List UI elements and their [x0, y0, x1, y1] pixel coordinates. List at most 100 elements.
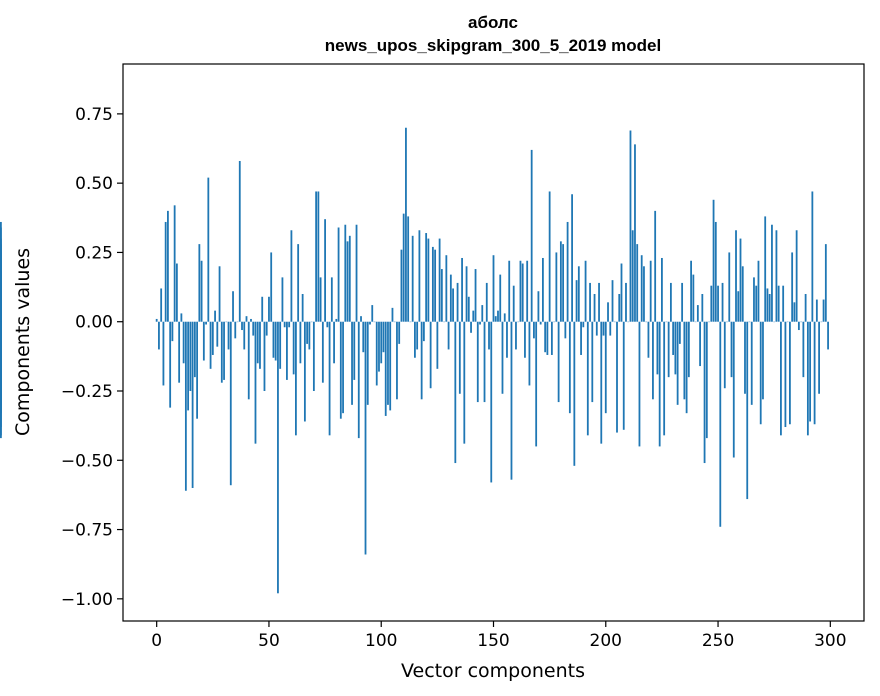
bar [492, 255, 495, 322]
bar [178, 321, 181, 383]
bar [326, 321, 329, 328]
bar [582, 321, 585, 328]
bar [418, 230, 421, 322]
bar [813, 321, 816, 425]
bar [422, 321, 425, 342]
bar [440, 269, 443, 322]
bar [755, 285, 758, 322]
bar [317, 191, 320, 322]
bar [207, 177, 210, 322]
y-tick-label: −0.25 [61, 382, 113, 402]
bar [362, 321, 365, 353]
bar [631, 230, 634, 322]
bar [387, 321, 389, 405]
bar [510, 321, 513, 480]
x-axis-label: Vector components [401, 660, 585, 682]
x-tick-label: 300 [814, 631, 846, 651]
bar [335, 318, 338, 322]
bar [191, 321, 194, 488]
bar [256, 321, 259, 364]
bar [636, 244, 639, 322]
bar [584, 260, 587, 322]
bar [456, 282, 459, 322]
bar [290, 230, 293, 322]
bar [643, 266, 645, 322]
bar [252, 321, 255, 336]
bar [775, 230, 778, 322]
bar [795, 230, 798, 322]
bar [407, 216, 410, 322]
bar [348, 235, 351, 322]
x-axis: 0 50 100 150 200 250 300 [151, 621, 847, 651]
bar [297, 244, 300, 322]
bar [719, 321, 722, 527]
bar [663, 321, 666, 436]
bar [762, 321, 764, 400]
bar [699, 321, 701, 367]
bar [431, 246, 434, 322]
bar [528, 321, 531, 386]
bar [652, 321, 654, 400]
bar [577, 266, 580, 322]
bar [685, 321, 688, 414]
bar [391, 307, 394, 322]
bar [669, 282, 672, 322]
bar [458, 321, 461, 394]
bar [200, 260, 203, 322]
bar [312, 321, 315, 391]
bar [378, 321, 380, 372]
bar [288, 321, 291, 328]
bar [279, 321, 282, 369]
bar [732, 321, 735, 458]
bar [656, 321, 659, 375]
x-tick-label: 50 [258, 631, 280, 651]
bar [548, 191, 551, 322]
x-tick-label: 0 [151, 631, 162, 651]
bar [301, 294, 304, 322]
bar [512, 285, 515, 322]
bar [330, 277, 333, 322]
bar [571, 194, 573, 322]
bar [490, 321, 493, 483]
y-tick-label: 0.00 [75, 313, 113, 333]
bar [184, 321, 187, 491]
bar [667, 321, 670, 378]
bar [281, 277, 284, 322]
bar [211, 321, 214, 355]
bar [396, 321, 398, 400]
bar [526, 260, 529, 322]
bar [537, 291, 540, 322]
bar [717, 285, 719, 322]
bar [364, 321, 367, 555]
y-tick-label: −1.00 [61, 590, 113, 610]
bar [425, 233, 428, 322]
bar [575, 280, 578, 322]
bar [467, 296, 470, 322]
bar [324, 219, 326, 322]
bar [777, 285, 780, 322]
bar [155, 318, 158, 322]
bar [586, 321, 589, 436]
bar [238, 160, 241, 322]
bar [182, 321, 185, 364]
bar [539, 321, 542, 325]
bar [254, 321, 257, 444]
bar [562, 244, 565, 322]
bar [463, 321, 466, 444]
bar [737, 291, 740, 322]
bar [259, 321, 261, 369]
bar [263, 321, 266, 391]
bar [474, 269, 477, 322]
bar [710, 285, 713, 322]
bar [187, 321, 190, 411]
bar [315, 191, 318, 322]
bar [566, 221, 569, 322]
bar [286, 321, 288, 380]
bar [806, 321, 809, 436]
bar [328, 321, 331, 436]
bar [243, 321, 246, 350]
bar [416, 321, 419, 350]
bar [189, 321, 192, 391]
bar [337, 227, 340, 322]
bar [589, 282, 591, 322]
